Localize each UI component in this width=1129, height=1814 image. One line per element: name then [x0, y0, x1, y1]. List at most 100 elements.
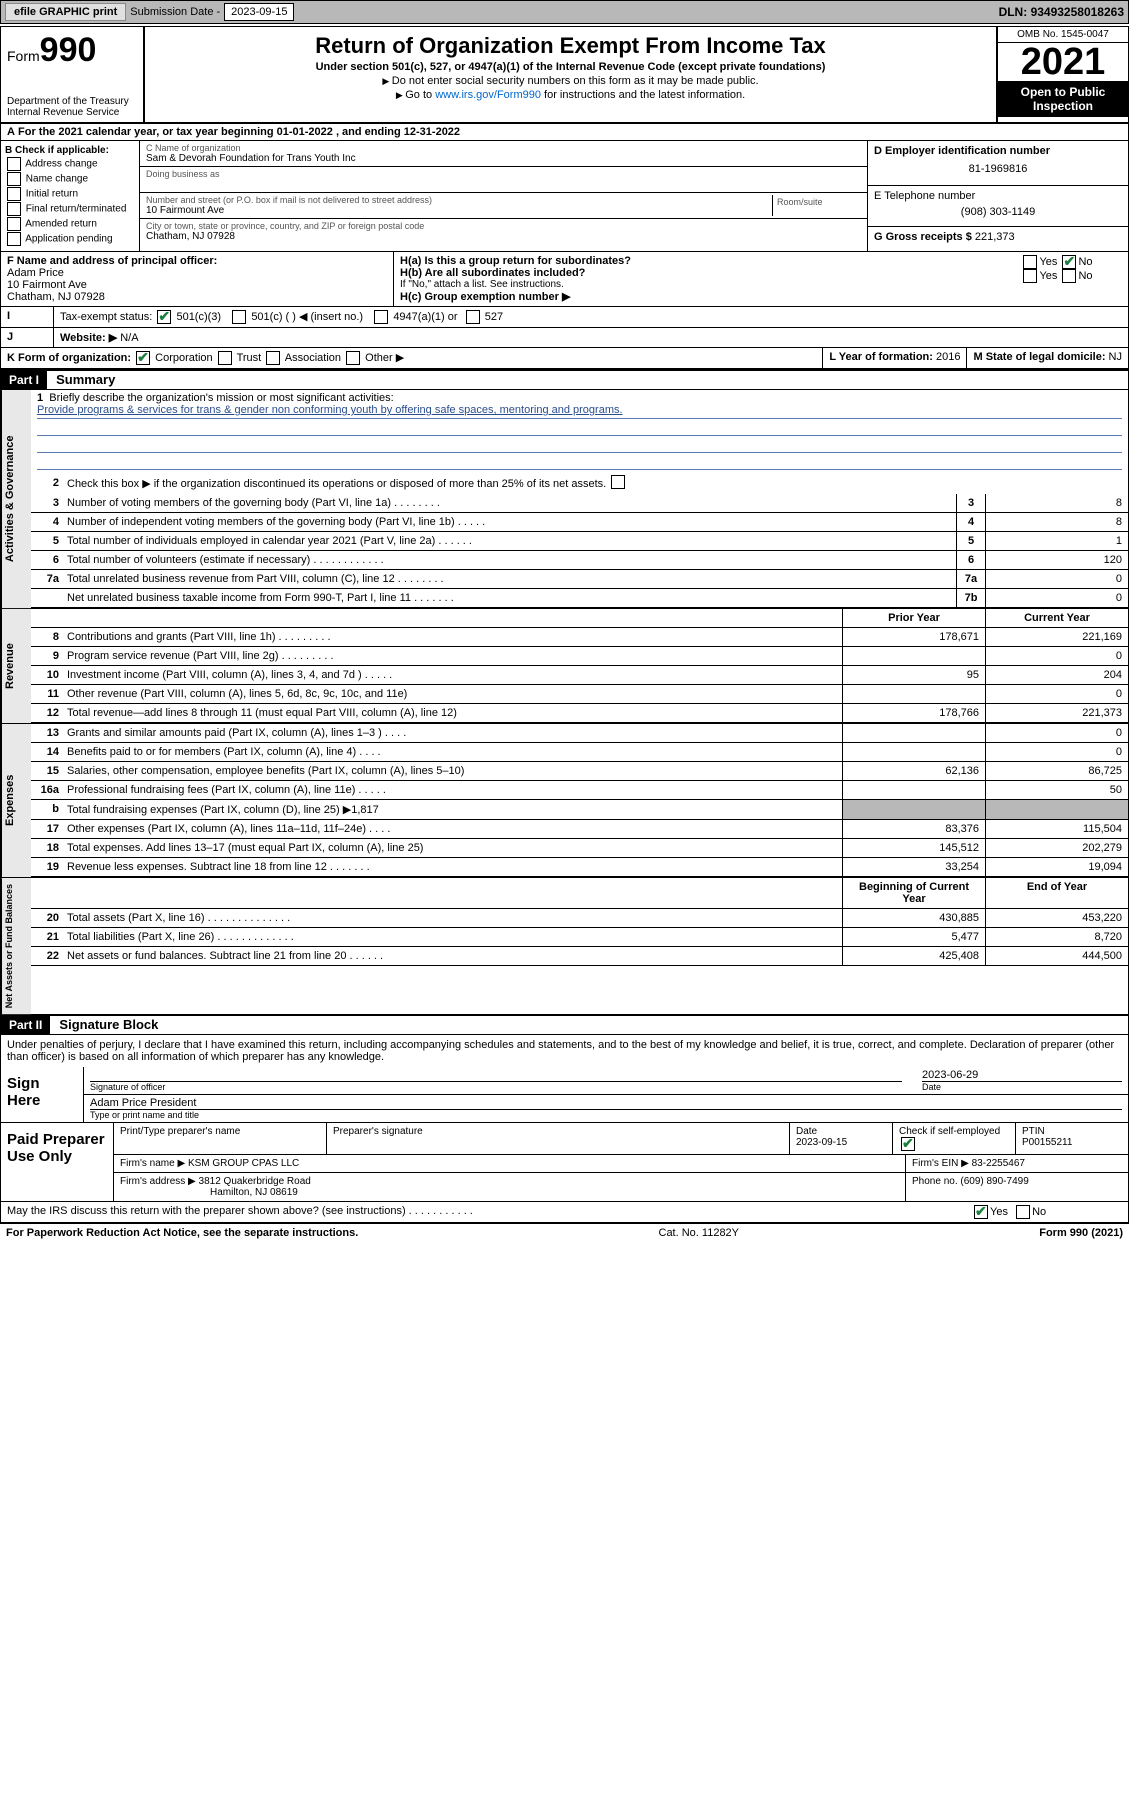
officer-addr1: 10 Fairmont Ave [7, 279, 87, 291]
summary-row: 16aProfessional fundraising fees (Part I… [31, 781, 1128, 800]
sig-date-label: Date [922, 1081, 1122, 1092]
part2-header: Part II Signature Block [1, 1014, 1128, 1035]
prep-check: Check if self-employed [893, 1123, 1016, 1154]
summary-row: 11Other revenue (Part VIII, column (A), … [31, 685, 1128, 704]
form-number: 990 [40, 31, 97, 69]
firm-ein: 83-2255467 [972, 1158, 1025, 1169]
q1-label: Briefly describe the organization's miss… [49, 392, 393, 404]
year-formation: 2016 [936, 351, 960, 363]
i-label: Tax-exempt status: [60, 311, 152, 323]
hc-label: H(c) Group exemption number ▶ [400, 291, 570, 303]
b-label: B Check if applicable: [5, 145, 109, 156]
summary-row: Net unrelated business taxable income fr… [31, 589, 1128, 608]
block-bcdefg: B Check if applicable: Address change Na… [1, 141, 1128, 252]
sidetab-revenue: Revenue [1, 609, 31, 723]
submission-date: 2023-09-15 [224, 3, 294, 21]
summary-row: 9Program service revenue (Part VIII, lin… [31, 647, 1128, 666]
street-label: Number and street (or P.O. box if mail i… [146, 195, 772, 205]
summary-row: 20Total assets (Part X, line 16) . . . .… [31, 909, 1128, 928]
summary-row: 10Investment income (Part VIII, column (… [31, 666, 1128, 685]
row-i: I Tax-exempt status: 501(c)(3) 501(c) ( … [1, 307, 1128, 328]
discuss-row: May the IRS discuss this return with the… [1, 1202, 1128, 1223]
paid-preparer-block: Paid Preparer Use Only Print/Type prepar… [1, 1123, 1128, 1202]
hdr-prior: Prior Year [842, 609, 985, 627]
summary-row: 19Revenue less expenses. Subtract line 1… [31, 858, 1128, 877]
prep-date: 2023-09-15 [796, 1137, 847, 1148]
ptin: P00155211 [1022, 1137, 1072, 1148]
k-label: K Form of organization: [7, 352, 131, 364]
summary-row: 6Total number of volunteers (estimate if… [31, 551, 1128, 570]
domicile: NJ [1109, 351, 1122, 363]
summary-row: 13Grants and similar amounts paid (Part … [31, 724, 1128, 743]
hb-label: H(b) Are all subordinates included? [400, 267, 585, 279]
dept-label: Department of the Treasury Internal Reve… [7, 96, 137, 118]
f-label: F Name and address of principal officer: [7, 255, 217, 267]
irs-link[interactable]: www.irs.gov/Form990 [435, 89, 541, 101]
section-revenue: Revenue Prior YearCurrent Year 8Contribu… [1, 608, 1128, 723]
sig-officer-label: Signature of officer [90, 1081, 902, 1092]
summary-row: 21Total liabilities (Part X, line 26) . … [31, 928, 1128, 947]
officer-addr2: Chatham, NJ 07928 [7, 291, 105, 303]
summary-row: 7aTotal unrelated business revenue from … [31, 570, 1128, 589]
section-netassets: Net Assets or Fund Balances Beginning of… [1, 877, 1128, 1014]
summary-row: 8Contributions and grants (Part VIII, li… [31, 628, 1128, 647]
form-title: Return of Organization Exempt From Incom… [153, 33, 988, 59]
sig-date: 2023-06-29 [922, 1069, 1122, 1081]
typed-name-label: Type or print name and title [90, 1109, 1122, 1120]
g-label: G Gross receipts $ [874, 231, 975, 243]
summary-row: 12Total revenue—add lines 8 through 11 (… [31, 704, 1128, 723]
c-label: C Name of organization [146, 143, 861, 153]
open-public-badge: Open to Public Inspection [998, 81, 1128, 117]
page-footer: For Paperwork Reduction Act Notice, see … [0, 1224, 1129, 1242]
discuss-text: May the IRS discuss this return with the… [1, 1202, 966, 1222]
mission-text: Provide programs & services for trans & … [37, 404, 623, 416]
summary-row: 15Salaries, other compensation, employee… [31, 762, 1128, 781]
firm-phone: (609) 890-7499 [960, 1176, 1028, 1187]
city: Chatham, NJ 07928 [146, 231, 861, 242]
form-header: Form990 Department of the Treasury Inter… [1, 27, 1128, 124]
gross-receipts: 221,373 [975, 231, 1015, 243]
footer-cat: Cat. No. 11282Y [358, 1227, 1039, 1239]
section-expenses: Expenses 13Grants and similar amounts pa… [1, 723, 1128, 877]
row-j: J Website: ▶ N/A [1, 328, 1128, 348]
line-a: A For the 2021 calendar year, or tax yea… [1, 124, 1128, 141]
officer-typed-name: Adam Price President [90, 1097, 1122, 1109]
hdr-eoy: End of Year [985, 878, 1128, 908]
row-klm: K Form of organization: Corporation Trus… [1, 348, 1128, 369]
summary-row: 22Net assets or fund balances. Subtract … [31, 947, 1128, 966]
dln: DLN: 93493258018263 [999, 5, 1124, 19]
officer-name: Adam Price [7, 267, 64, 279]
e-label: E Telephone number [874, 190, 975, 202]
ha-label: H(a) Is this a group return for subordin… [400, 255, 631, 267]
top-bar: efile GRAPHIC print Submission Date - 20… [0, 0, 1129, 24]
sign-here-block: Sign Here Signature of officer 2023-06-2… [1, 1067, 1128, 1123]
form-subtitle: Under section 501(c), 527, or 4947(a)(1)… [153, 61, 988, 73]
form-label: Form [7, 48, 40, 64]
hdr-curr: Current Year [985, 609, 1128, 627]
tax-year: 2021 [998, 43, 1128, 81]
website-note: Go to www.irs.gov/Form990 for instructio… [153, 89, 988, 101]
d-label: D Employer identification number [874, 145, 1050, 157]
section-governance: Activities & Governance 1 Briefly descri… [1, 390, 1128, 608]
summary-row: 5Total number of individuals employed in… [31, 532, 1128, 551]
city-label: City or town, state or province, country… [146, 221, 861, 231]
footer-right: Form 990 (2021) [1039, 1227, 1123, 1239]
sidetab-governance: Activities & Governance [1, 390, 31, 608]
part1-header: Part I Summary [1, 369, 1128, 390]
sidetab-netassets: Net Assets or Fund Balances [1, 878, 31, 1014]
firm-addr2: Hamilton, NJ 08619 [210, 1187, 298, 1198]
phone: (908) 303-1149 [874, 202, 1122, 222]
j-label: Website: ▶ [60, 332, 117, 344]
street: 10 Fairmount Ave [146, 205, 772, 216]
room-label: Room/suite [777, 197, 857, 207]
org-name: Sam & Devorah Foundation for Trans Youth… [146, 153, 861, 164]
q2: Check this box ▶ if the organization dis… [63, 474, 1128, 494]
summary-row: bTotal fundraising expenses (Part IX, co… [31, 800, 1128, 820]
firm-name: KSM GROUP CPAS LLC [188, 1158, 299, 1169]
form-container: Form990 Department of the Treasury Inter… [0, 26, 1129, 1224]
summary-row: 18Total expenses. Add lines 13–17 (must … [31, 839, 1128, 858]
ein: 81-1969816 [874, 157, 1122, 181]
footer-left: For Paperwork Reduction Act Notice, see … [6, 1227, 358, 1239]
efile-print-button[interactable]: efile GRAPHIC print [5, 3, 126, 21]
hdr-boy: Beginning of Current Year [842, 878, 985, 908]
